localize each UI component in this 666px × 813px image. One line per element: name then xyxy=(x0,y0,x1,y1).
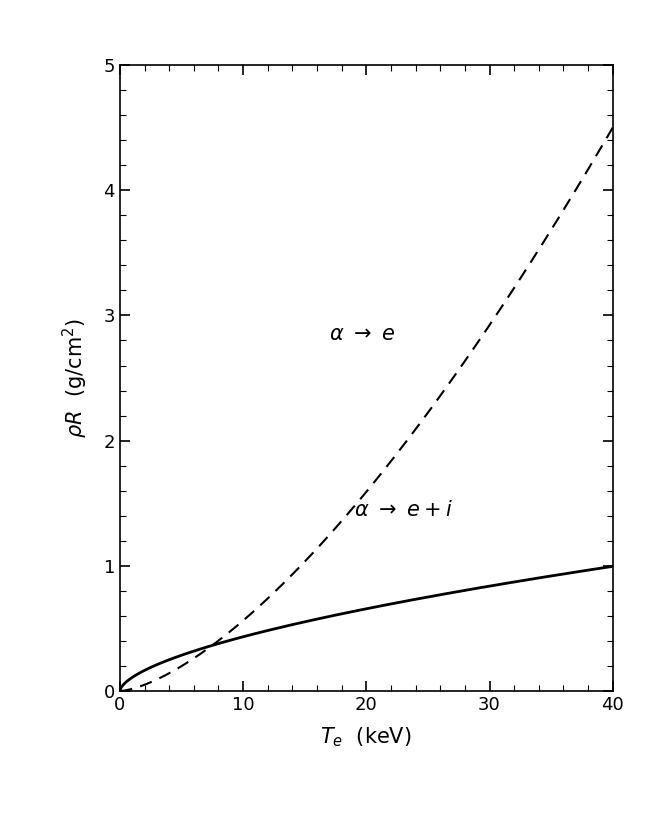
Y-axis label: $\rho R\ \ (\mathrm{g/cm^2})$: $\rho R\ \ (\mathrm{g/cm^2})$ xyxy=(61,318,90,438)
Text: $\alpha\ \rightarrow\ e$: $\alpha\ \rightarrow\ e$ xyxy=(329,324,396,344)
X-axis label: $T_e\ \ (\mathrm{keV})$: $T_e\ \ (\mathrm{keV})$ xyxy=(320,725,412,749)
Text: $\alpha\ \rightarrow\ e+i$: $\alpha\ \rightarrow\ e+i$ xyxy=(354,499,453,520)
